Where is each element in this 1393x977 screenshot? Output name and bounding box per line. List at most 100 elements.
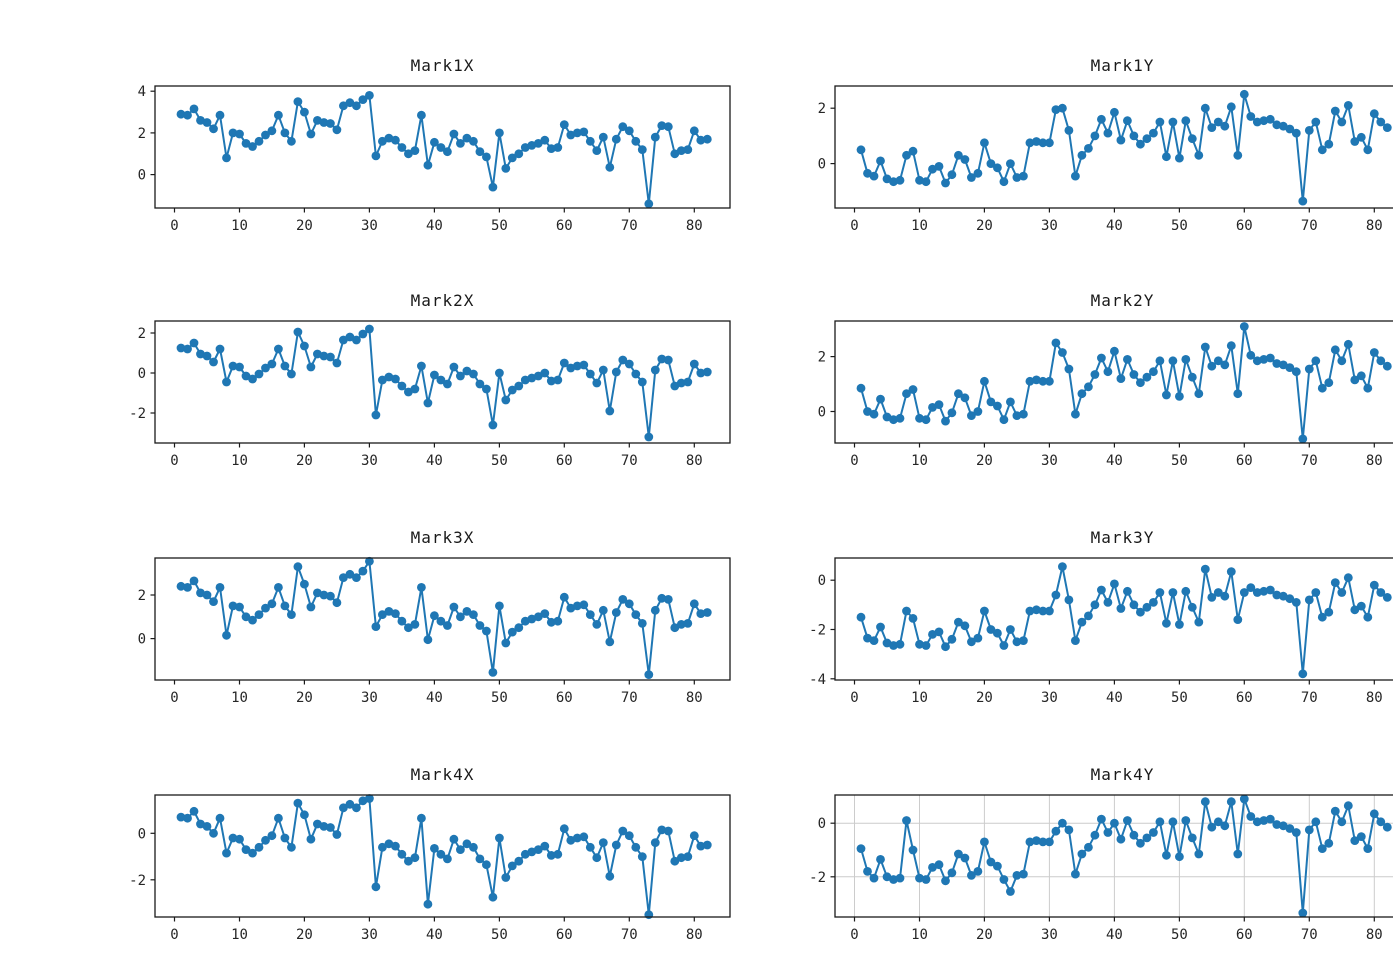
svg-text:70: 70 xyxy=(1301,690,1318,706)
svg-text:4: 4 xyxy=(138,84,146,100)
svg-text:10: 10 xyxy=(911,690,928,706)
svg-text:30: 30 xyxy=(361,690,378,706)
svg-text:40: 40 xyxy=(1106,927,1123,943)
svg-text:0: 0 xyxy=(850,927,858,943)
svg-text:-2: -2 xyxy=(809,623,826,639)
plot-area-mark4x: 0 10 20 30 40 50 60 70 80 0 -2 xyxy=(129,794,731,943)
svg-text:80: 80 xyxy=(686,218,703,234)
subplot-mark4x: Mark4X 0 10 20 30 40 50 60 70 80 0 -2 xyxy=(95,762,745,957)
chart-title-mark1y: Mark1Y xyxy=(1090,56,1155,75)
svg-text:60: 60 xyxy=(1236,927,1253,943)
svg-text:10: 10 xyxy=(911,453,928,469)
svg-text:0: 0 xyxy=(818,573,826,589)
svg-text:2: 2 xyxy=(138,326,146,342)
svg-text:80: 80 xyxy=(1366,927,1383,943)
svg-text:40: 40 xyxy=(426,927,443,943)
svg-text:70: 70 xyxy=(1301,218,1318,234)
chart-title-mark4y: Mark4Y xyxy=(1090,765,1155,784)
svg-text:40: 40 xyxy=(426,690,443,706)
svg-text:70: 70 xyxy=(1301,453,1318,469)
svg-text:-4: -4 xyxy=(809,672,826,688)
svg-text:20: 20 xyxy=(296,690,313,706)
svg-text:0: 0 xyxy=(138,632,146,648)
svg-text:0: 0 xyxy=(850,453,858,469)
subplot-mark2x: Mark2X 0 10 20 30 40 50 60 70 80 2 0 -2 xyxy=(95,288,745,483)
svg-text:10: 10 xyxy=(231,218,248,234)
svg-text:20: 20 xyxy=(296,453,313,469)
svg-text:80: 80 xyxy=(686,453,703,469)
subplot-mark4y: Mark4Y 0 10 20 30 40 50 60 70 80 0 -2 xyxy=(775,762,1393,957)
svg-text:60: 60 xyxy=(1236,453,1253,469)
chart-title-mark2y: Mark2Y xyxy=(1090,291,1155,310)
svg-text:0: 0 xyxy=(138,168,146,184)
svg-text:2: 2 xyxy=(818,350,826,366)
svg-text:0: 0 xyxy=(818,405,826,421)
svg-text:60: 60 xyxy=(1236,690,1253,706)
chart-title-mark4x: Mark4X xyxy=(410,765,475,784)
svg-text:50: 50 xyxy=(491,690,508,706)
svg-text:30: 30 xyxy=(1041,453,1058,469)
svg-text:30: 30 xyxy=(361,927,378,943)
svg-text:60: 60 xyxy=(1236,218,1253,234)
svg-text:0: 0 xyxy=(170,453,178,469)
svg-text:40: 40 xyxy=(1106,690,1123,706)
svg-text:50: 50 xyxy=(1171,690,1188,706)
svg-text:0: 0 xyxy=(138,366,146,382)
subplot-mark1y: Mark1Y 0 10 20 30 40 50 60 70 80 2 0 xyxy=(775,53,1393,248)
svg-text:40: 40 xyxy=(1106,218,1123,234)
svg-text:0: 0 xyxy=(850,218,858,234)
svg-text:20: 20 xyxy=(296,218,313,234)
svg-text:50: 50 xyxy=(1171,453,1188,469)
svg-text:60: 60 xyxy=(556,453,573,469)
svg-text:40: 40 xyxy=(426,453,443,469)
svg-text:0: 0 xyxy=(170,218,178,234)
svg-text:0: 0 xyxy=(818,157,826,173)
svg-text:70: 70 xyxy=(621,218,638,234)
svg-text:70: 70 xyxy=(621,927,638,943)
svg-text:40: 40 xyxy=(426,218,443,234)
svg-text:10: 10 xyxy=(231,453,248,469)
svg-text:80: 80 xyxy=(686,927,703,943)
svg-text:0: 0 xyxy=(818,816,826,832)
svg-text:10: 10 xyxy=(911,218,928,234)
chart-title-mark3y: Mark3Y xyxy=(1090,528,1155,547)
svg-text:20: 20 xyxy=(976,218,993,234)
svg-text:80: 80 xyxy=(1366,218,1383,234)
svg-text:2: 2 xyxy=(138,126,146,142)
chart-title-mark2x: Mark2X xyxy=(410,291,475,310)
svg-text:60: 60 xyxy=(556,218,573,234)
svg-text:2: 2 xyxy=(138,588,146,604)
svg-text:0: 0 xyxy=(850,690,858,706)
svg-text:80: 80 xyxy=(1366,690,1383,706)
svg-text:20: 20 xyxy=(976,927,993,943)
svg-text:20: 20 xyxy=(976,690,993,706)
svg-text:70: 70 xyxy=(621,690,638,706)
svg-text:50: 50 xyxy=(1171,927,1188,943)
svg-text:2: 2 xyxy=(818,101,826,117)
svg-text:50: 50 xyxy=(491,927,508,943)
plot-area-mark4y: 0 10 20 30 40 50 60 70 80 0 -2 xyxy=(809,794,1393,943)
svg-text:50: 50 xyxy=(1171,218,1188,234)
svg-text:30: 30 xyxy=(361,218,378,234)
svg-text:10: 10 xyxy=(231,927,248,943)
chart-title-mark3x: Mark3X xyxy=(410,528,475,547)
svg-text:50: 50 xyxy=(491,218,508,234)
svg-text:80: 80 xyxy=(686,690,703,706)
svg-text:20: 20 xyxy=(296,927,313,943)
svg-text:20: 20 xyxy=(976,453,993,469)
svg-text:-2: -2 xyxy=(809,870,826,886)
svg-text:30: 30 xyxy=(361,453,378,469)
svg-text:70: 70 xyxy=(1301,927,1318,943)
subplot-mark2y: Mark2Y 0 10 20 30 40 50 60 70 80 2 0 xyxy=(775,288,1393,483)
svg-text:-2: -2 xyxy=(129,873,146,889)
svg-text:50: 50 xyxy=(491,453,508,469)
svg-text:80: 80 xyxy=(1366,453,1383,469)
svg-text:60: 60 xyxy=(556,690,573,706)
subplot-mark3y: Mark3Y 0 10 20 30 40 50 60 70 80 0 -2 -4 xyxy=(775,525,1393,720)
